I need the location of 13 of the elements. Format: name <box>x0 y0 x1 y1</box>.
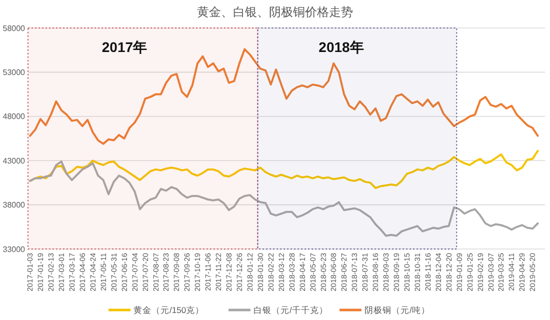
legend-label: 白银（元/千千克） <box>254 304 328 315</box>
y-tick-label: 38000 <box>2 200 26 210</box>
y-tick-label: 53000 <box>2 68 26 77</box>
band-label: 2017年 <box>102 39 148 55</box>
y-tick-label: 48000 <box>2 112 26 122</box>
y-tick-label: 33000 <box>2 244 26 254</box>
band-label: 2018年 <box>318 39 364 55</box>
y-tick-label: 58000 <box>2 24 26 33</box>
legend-label: 黄金（元/150克） <box>134 304 204 315</box>
y-tick-label: 43000 <box>2 156 26 166</box>
chart-title: 黄金、白银、阴极铜价格走势 <box>197 5 353 19</box>
line-series <box>29 160 539 237</box>
legend-label: 阴极铜（元/吨） <box>364 304 430 315</box>
